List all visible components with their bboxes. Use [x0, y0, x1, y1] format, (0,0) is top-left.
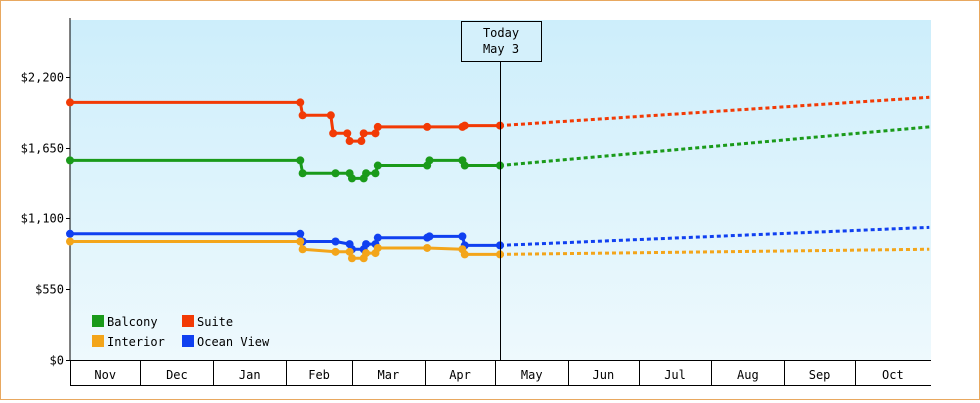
- legend-swatch-suite: [182, 315, 194, 327]
- series-point-balcony: [296, 156, 305, 165]
- legend-label-ocean-view: Ocean View: [197, 335, 270, 349]
- legend-swatch-interior: [92, 335, 104, 347]
- y-tick-label: $2,200: [21, 71, 64, 85]
- series-point-ocean-view: [425, 232, 434, 241]
- x-tick-label: Dec: [166, 368, 188, 382]
- series-point-interior: [373, 243, 382, 252]
- series-point-interior: [298, 245, 307, 254]
- series-point-ocean-view: [66, 229, 74, 238]
- series-point-ocean-view: [373, 233, 382, 242]
- series-point-suite: [343, 129, 352, 138]
- series-point-balcony: [460, 161, 469, 170]
- x-tick-label: May: [521, 368, 543, 382]
- series-point-suite: [326, 111, 335, 120]
- series-point-suite: [371, 129, 380, 138]
- y-tick-label: $1,100: [21, 212, 64, 226]
- series-forecast-interior: [499, 247, 930, 256]
- series-point-suite: [329, 129, 338, 138]
- today-label-box: [461, 21, 542, 62]
- series-point-balcony: [362, 169, 371, 178]
- legend-swatch-balcony: [92, 315, 104, 327]
- series-point-interior: [66, 237, 74, 246]
- series-point-interior: [347, 254, 356, 263]
- y-tick-label: $0: [50, 354, 64, 368]
- y-tick-label: $1,650: [21, 142, 64, 156]
- today-label-line1: Today: [483, 26, 519, 40]
- series-point-balcony: [66, 156, 74, 165]
- legend-swatch-ocean-view: [182, 335, 194, 347]
- series-point-suite: [357, 137, 366, 146]
- series-point-balcony: [371, 169, 380, 178]
- x-tick-label: Nov: [94, 368, 116, 382]
- legend-label-interior: Interior: [107, 335, 165, 349]
- series-point-ocean-view: [458, 232, 467, 241]
- series-point-ocean-view: [331, 237, 340, 246]
- x-tick-label: Aug: [737, 368, 759, 382]
- x-tick-label: Mar: [378, 368, 400, 382]
- x-tick-label: Sep: [809, 368, 831, 382]
- series-point-interior: [423, 243, 432, 252]
- series-point-suite: [460, 121, 469, 130]
- x-tick-label: Jun: [593, 368, 615, 382]
- x-tick-label: Apr: [449, 368, 471, 382]
- series-point-ocean-view: [362, 240, 371, 249]
- legend-label-suite: Suite: [197, 315, 233, 329]
- series-point-balcony: [331, 169, 340, 178]
- today-label-line2: May 3: [483, 42, 519, 56]
- x-tick-label: Feb: [308, 368, 330, 382]
- series-point-ocean-view: [296, 229, 305, 238]
- y-tick-label: $550: [35, 283, 64, 297]
- series-point-balcony: [373, 161, 382, 170]
- x-tick-label: Jan: [239, 368, 261, 382]
- series-point-balcony: [347, 174, 356, 183]
- series-point-balcony: [425, 156, 434, 165]
- series-forecast-ocean-view: [499, 225, 930, 247]
- series-point-suite: [359, 129, 368, 138]
- x-tick-label: Jul: [664, 368, 686, 382]
- series-point-interior: [331, 247, 340, 256]
- x-tick-label: Oct: [882, 368, 904, 382]
- series-forecast-balcony: [499, 125, 930, 168]
- series-point-interior: [345, 247, 354, 256]
- series-point-suite: [298, 111, 307, 120]
- series-point-suite: [345, 137, 354, 146]
- series-forecast-suite: [499, 95, 930, 128]
- series-point-balcony: [298, 169, 307, 178]
- series-point-suite: [373, 122, 382, 131]
- series-point-interior: [296, 237, 305, 246]
- series-point-suite: [296, 98, 305, 107]
- series-point-suite: [66, 98, 74, 107]
- series-point-interior: [460, 250, 469, 259]
- legend-label-balcony: Balcony: [107, 315, 158, 329]
- series-point-suite: [423, 122, 432, 131]
- series-point-interior: [362, 249, 371, 258]
